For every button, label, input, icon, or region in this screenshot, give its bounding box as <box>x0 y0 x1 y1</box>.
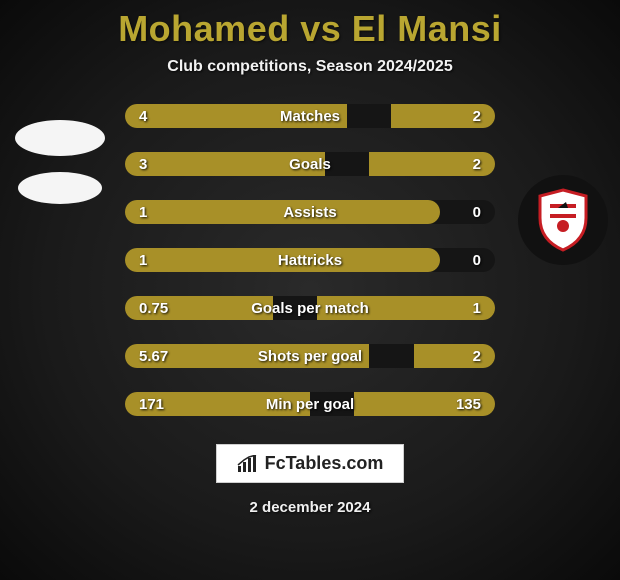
stat-label: Goals <box>289 156 331 173</box>
stat-value-right: 135 <box>456 396 481 413</box>
stat-label: Matches <box>280 108 340 125</box>
stat-row: 171 Min per goal 135 <box>125 392 495 416</box>
stat-value-right: 2 <box>473 108 481 125</box>
stat-row: 4 Matches 2 <box>125 104 495 128</box>
stat-row: 3 Goals 2 <box>125 152 495 176</box>
stat-label: Min per goal <box>266 396 354 413</box>
player-left-avatar-2 <box>18 172 102 204</box>
stat-row: 1 Assists 0 <box>125 200 495 224</box>
title: Mohamed vs El Mansi <box>118 8 502 50</box>
stat-value-left: 4 <box>139 108 147 125</box>
stat-value-left: 1 <box>139 204 147 221</box>
brand-box: FcTables.com <box>216 444 405 483</box>
stat-label: Assists <box>283 204 336 221</box>
stat-value-left: 171 <box>139 396 164 413</box>
player-right-badge <box>518 175 608 265</box>
stats-rows: 4 Matches 2 3 Goals 2 1 Assists 0 1 Hattricks 0 0.75… <box>0 104 620 416</box>
stat-value-right: 2 <box>473 348 481 365</box>
stat-value-right: 0 <box>473 204 481 221</box>
stat-value-left: 0.75 <box>139 300 168 317</box>
stat-value-left: 1 <box>139 252 147 269</box>
stat-value-right: 0 <box>473 252 481 269</box>
stat-row: 1 Hattricks 0 <box>125 248 495 272</box>
stat-row: 5.67 Shots per goal 2 <box>125 344 495 368</box>
subtitle: Club competitions, Season 2024/2025 <box>167 58 452 76</box>
player-left-avatar-1 <box>15 120 105 156</box>
stat-value-right: 1 <box>473 300 481 317</box>
stat-label: Shots per goal <box>258 348 362 365</box>
brand-text: FcTables.com <box>265 453 384 474</box>
date: 2 december 2024 <box>250 499 371 516</box>
stat-label: Hattricks <box>278 252 342 269</box>
stat-row: 0.75 Goals per match 1 <box>125 296 495 320</box>
stat-fill-right <box>414 344 495 368</box>
brand-chart-icon <box>237 455 259 473</box>
stat-value-left: 5.67 <box>139 348 168 365</box>
club-shield-icon <box>536 188 590 252</box>
stat-value-left: 3 <box>139 156 147 173</box>
stat-value-right: 2 <box>473 156 481 173</box>
stat-label: Goals per match <box>251 300 369 317</box>
